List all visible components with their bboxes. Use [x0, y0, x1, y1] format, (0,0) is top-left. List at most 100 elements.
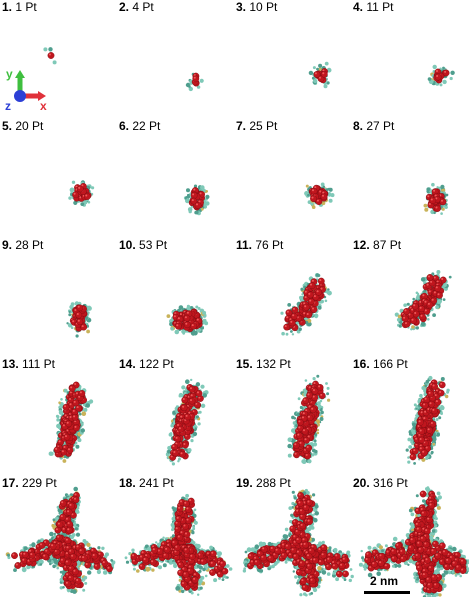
pt-atom-highlight [249, 554, 252, 557]
pt-atom [331, 562, 339, 570]
pt-atom-highlight [201, 559, 204, 562]
ligand-atom [306, 491, 310, 495]
ligand-atom [454, 574, 458, 577]
panel-label: 20. 316 Pt [353, 476, 408, 490]
pt-atom-highlight [418, 532, 421, 535]
pt-atom-highlight [431, 549, 434, 552]
pt-atom-highlight [176, 516, 179, 519]
ligand-atom [363, 567, 367, 571]
ligand-atom [111, 562, 115, 567]
pt-atom [284, 543, 292, 551]
pt-atom [162, 552, 170, 560]
pt-atom [295, 536, 302, 544]
pt-atom-highlight [455, 553, 458, 556]
ligand-atom [40, 538, 44, 543]
pt-atom-highlight [417, 566, 420, 568]
panel-number: 20. [353, 476, 370, 490]
pt-atom-highlight [415, 554, 418, 556]
pt-atom-highlight [190, 554, 193, 557]
pt-atom [130, 552, 138, 560]
pt-cluster-render [358, 486, 469, 597]
pt-atom-highlight [175, 521, 178, 524]
pt-atom-highlight [311, 545, 314, 548]
pt-atom-highlight [416, 508, 418, 511]
ligand-atom [39, 563, 43, 566]
pt-atom-highlight [321, 545, 324, 548]
ligand-atom [21, 567, 27, 573]
ligand-atom [168, 558, 173, 563]
pt-atom [306, 518, 314, 525]
pt-atom [414, 552, 422, 560]
ligand-atom [410, 522, 416, 528]
ligand-atom [401, 539, 405, 543]
pt-atom-highlight [310, 578, 313, 581]
pt-atom [443, 563, 451, 571]
pt-atom [438, 542, 446, 550]
ligand-atom [132, 567, 136, 571]
ligand-atom [172, 561, 176, 565]
pt-atom-highlight [326, 564, 329, 567]
pt-atom [342, 570, 349, 578]
ligand-atom [76, 511, 79, 514]
ligand-atom [367, 572, 373, 578]
ligand-atom [441, 573, 446, 578]
pt-atom-highlight [297, 559, 300, 562]
ligand-atom [218, 577, 221, 580]
ligand-atom [185, 497, 189, 501]
pt-atom-highlight [296, 505, 299, 508]
pt-atom-highlight [37, 545, 39, 547]
ligand-atom [267, 566, 271, 571]
pt-atom-highlight [433, 542, 436, 544]
pt-atom-highlight [420, 536, 423, 539]
pt-atom-highlight [372, 562, 375, 565]
pt-atom-highlight [300, 509, 302, 512]
ligand-atom [125, 560, 130, 564]
pt-atom-highlight [452, 561, 455, 564]
pt-atom-highlight [429, 496, 431, 499]
ligand-atom [267, 541, 272, 547]
pt-atom-highlight [424, 542, 427, 545]
ligand-atom [199, 586, 203, 590]
ligand-atom [96, 569, 101, 575]
pt-atom-highlight [182, 582, 184, 584]
pt-atom-highlight [439, 551, 441, 554]
ligand-atom [360, 549, 363, 553]
pt-atom-highlight [143, 558, 146, 560]
ligand-atom [193, 520, 198, 525]
pt-atom [370, 560, 378, 568]
ligand-atom [312, 493, 316, 497]
pt-atom-highlight [151, 560, 154, 563]
ligand-atom [303, 592, 307, 596]
pt-atom-highlight [178, 563, 181, 565]
pt-atom-highlight [337, 572, 340, 574]
ligand-atom [411, 528, 415, 532]
pt-atom [209, 560, 217, 568]
pt-atom-highlight [449, 556, 452, 558]
ligand-atom [361, 556, 364, 560]
pt-atom-highlight [189, 499, 192, 502]
pt-atom-highlight [278, 544, 281, 547]
pt-atom [280, 552, 288, 559]
ligand-atom [439, 564, 443, 568]
pt-atom-highlight [307, 564, 310, 567]
panel-19: 19. 288 Pt [234, 476, 354, 597]
ligand-atom [185, 493, 189, 498]
pt-atom [300, 577, 307, 585]
pt-atom-highlight [141, 551, 144, 554]
pt-atom-highlight [416, 527, 419, 530]
ligand-atom [335, 577, 339, 582]
pt-atom [419, 535, 427, 543]
pt-atom-highlight [297, 522, 300, 525]
pt-atom [191, 576, 199, 584]
pt-atom-highlight [152, 548, 155, 551]
ligand-atom [86, 542, 91, 547]
ligand-atom [288, 506, 293, 510]
ligand-atom [175, 586, 181, 591]
ligand-atom [307, 526, 312, 532]
pt-cluster-render [124, 493, 233, 596]
panel-17: 17. 229 Pt [0, 476, 117, 594]
ligand-atom [284, 527, 289, 532]
pt-atom-highlight [440, 543, 443, 546]
pt-atom-highlight [198, 553, 201, 556]
